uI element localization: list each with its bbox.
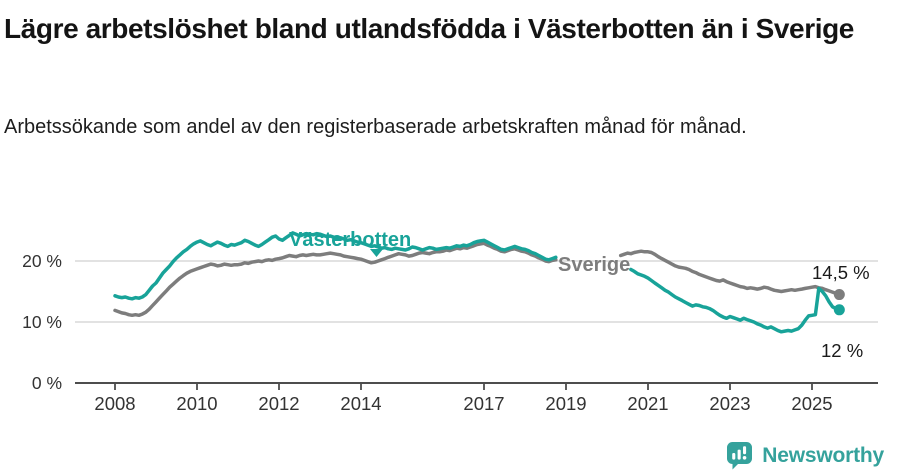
series-end-dot-vasterbotten <box>833 304 845 316</box>
x-tick-label-2010: 2010 <box>176 393 217 414</box>
x-tick-label-2008: 2008 <box>94 393 135 414</box>
newsworthy-icon <box>727 442 753 470</box>
series-line-sverige-segment-1 <box>113 241 558 318</box>
y-tick-label-10: 10 % <box>22 312 62 332</box>
series-label-sverige: Sverige <box>558 254 630 276</box>
end-value-label-vasterbotten: 12 % <box>821 340 863 361</box>
labels-group: Sverige Västerbotten 14,5 % 12 % <box>289 229 870 361</box>
x-tick-label-2023: 2023 <box>709 393 750 414</box>
chart-header: Lägre arbetslöshet bland utlandsfödda i … <box>4 0 854 138</box>
vasterbotten-label-pointer-icon <box>370 249 383 257</box>
x-tick-label-2017: 2017 <box>463 393 504 414</box>
newsworthy-logo[interactable]: Newsworthy <box>726 441 884 470</box>
x-tick-label-2025: 2025 <box>791 393 832 414</box>
gridlines-group <box>75 260 878 323</box>
series-line-vasterbotten-segment-2 <box>629 267 842 334</box>
y-tick-label-20: 20 % <box>22 251 62 271</box>
chart-subtitle: Arbetssökande som andel av den registerb… <box>4 116 747 138</box>
axis-group: 0 % 10 % 20 % 2008 2010 2012 2014 2017 2019 2021 2… <box>22 251 878 414</box>
y-tick-label-0: 0 % <box>32 373 62 393</box>
series-line-vasterbotten-segment-1 <box>113 231 558 301</box>
x-tick-label-2021: 2021 <box>627 393 668 414</box>
x-tick-label-2019: 2019 <box>545 393 586 414</box>
page-title: Lägre arbetslöshet bland utlandsfödda i … <box>4 13 854 44</box>
newsworthy-brand-text: Newsworthy <box>762 443 884 467</box>
series-group <box>113 231 845 334</box>
x-tick-label-2012: 2012 <box>258 393 299 414</box>
series-label-vasterbotten: Västerbotten <box>289 229 411 251</box>
x-tick-label-2014: 2014 <box>340 393 381 414</box>
series-line-sverige-segment-2 <box>618 249 842 297</box>
end-value-label-sverige: 14,5 % <box>812 262 870 283</box>
series-end-dot-sverige <box>833 289 845 301</box>
